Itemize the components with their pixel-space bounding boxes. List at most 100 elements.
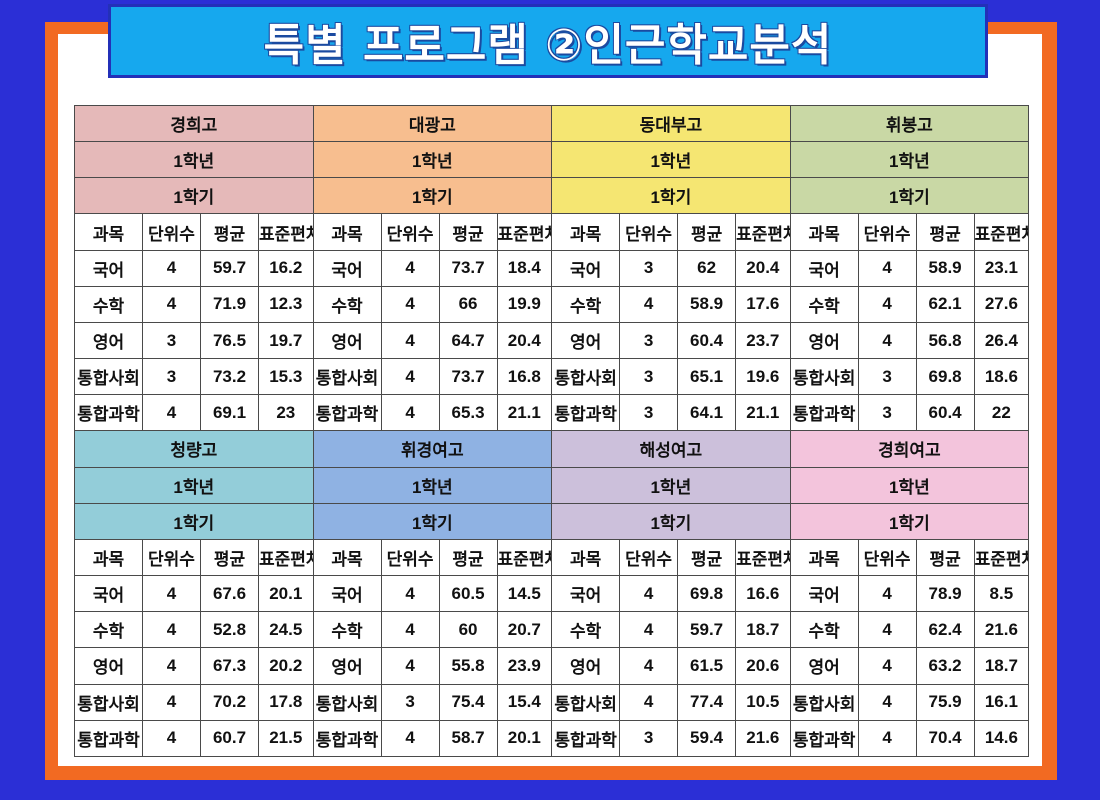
table-cell: 4	[380, 647, 440, 685]
column-header: 표준편차	[496, 538, 553, 577]
column-header: 단위수	[142, 213, 201, 251]
table-cell: 4	[142, 611, 201, 649]
table-row: 수학 4 71.9 12.3 수학 4 66 19.9 수학 4 58.9 17.6 수학 4 62.1 27…	[74, 285, 1030, 323]
table-cell: 19.9	[496, 285, 553, 323]
semester-label: 1학기	[74, 177, 314, 215]
table-cell: 수학	[74, 285, 143, 323]
school-name-row: 경희고 대광고 동대부고 휘봉고	[74, 104, 1030, 143]
table-cell: 수학	[312, 285, 382, 323]
school-name: 휘경여고	[312, 430, 553, 468]
table-row: 통합사회 4 70.2 17.8 통합사회 3 75.4 15.4 통합사회 4 77.4 10.5 통…	[74, 683, 1030, 721]
column-header-row: 과목단위수평균표준편차과목단위수평균표준편차과목단위수평균표준편차과목단위수평균…	[74, 213, 1030, 251]
semester-label: 1학기	[789, 177, 1030, 215]
table-cell: 27.6	[973, 285, 1030, 323]
table-cell: 73.7	[438, 249, 498, 287]
table-cell: 4	[380, 611, 440, 649]
table-cell: 75.4	[438, 683, 498, 721]
table-cell: 4	[380, 285, 440, 323]
table-cell: 21.6	[973, 611, 1030, 649]
school-name: 경희여고	[789, 430, 1030, 468]
column-header: 표준편차	[258, 538, 314, 577]
table-cell: 64.1	[677, 394, 737, 432]
grade-label: 1학년	[74, 141, 314, 179]
table-cell: 63.2	[915, 647, 975, 685]
table-cell: 73.2	[200, 358, 259, 396]
table-cell: 23.7	[735, 321, 791, 360]
table-cell: 4	[619, 647, 679, 685]
table-cell: 60.5	[438, 575, 498, 613]
column-header: 평균	[915, 213, 975, 251]
table-cell: 59.7	[200, 249, 259, 287]
column-header: 평균	[677, 213, 737, 251]
table-cell: 4	[857, 683, 917, 721]
table-cell: 3	[857, 394, 917, 432]
table-cell: 4	[857, 575, 917, 613]
table-cell: 3	[619, 321, 679, 360]
column-header: 단위수	[619, 538, 679, 577]
table-cell: 20.2	[258, 647, 314, 685]
table-row: 영어 4 67.3 20.2 영어 4 55.8 23.9 영어 4 61.5 20.6 영어 4 63.2…	[74, 647, 1030, 685]
table-cell: 3	[857, 358, 917, 396]
column-header: 표준편차	[973, 538, 1030, 577]
table-cell: 4	[380, 719, 440, 758]
table-cell: 8.5	[973, 575, 1030, 613]
table-cell: 국어	[74, 249, 143, 287]
table-cell: 국어	[551, 249, 621, 287]
school-name: 경희고	[74, 104, 314, 143]
column-header: 표준편차	[735, 538, 791, 577]
table-cell: 21.6	[735, 719, 791, 758]
table-cell: 21.5	[258, 719, 314, 758]
table-cell: 통합과학	[551, 719, 621, 758]
table-cell: 통합과학	[551, 394, 621, 432]
column-header: 평균	[915, 538, 975, 577]
table-cell: 76.5	[200, 321, 259, 360]
table-cell: 60.4	[677, 321, 737, 360]
grade-row: 1학년 1학년 1학년 1학년	[74, 141, 1030, 179]
table-cell: 70.2	[200, 683, 259, 721]
table-cell: 3	[380, 683, 440, 721]
column-header: 표준편차	[973, 213, 1030, 251]
table-cell: 4	[380, 321, 440, 360]
school-name: 휘봉고	[789, 104, 1030, 143]
table-cell: 4	[142, 249, 201, 287]
column-header: 단위수	[857, 538, 917, 577]
table-cell: 20.1	[496, 719, 553, 758]
column-header: 과목	[551, 538, 621, 577]
table-cell: 3	[142, 321, 201, 360]
column-header: 과목	[74, 538, 143, 577]
table-cell: 수학	[551, 285, 621, 323]
table-cell: 통합과학	[312, 719, 382, 758]
table-cell: 20.4	[496, 321, 553, 360]
table-cell: 24.5	[258, 611, 314, 649]
table-cell: 16.2	[258, 249, 314, 287]
table-cell: 15.3	[258, 358, 314, 396]
table-cell: 영어	[74, 647, 143, 685]
grade-label: 1학년	[551, 466, 791, 504]
table-cell: 18.6	[973, 358, 1030, 396]
table-cell: 14.5	[496, 575, 553, 613]
table-cell: 77.4	[677, 683, 737, 721]
school-name: 청량고	[74, 430, 314, 468]
table-cell: 71.9	[200, 285, 259, 323]
school-name: 대광고	[312, 104, 553, 143]
table-cell: 통합과학	[789, 719, 859, 758]
table-cell: 73.7	[438, 358, 498, 396]
table-cell: 3	[619, 719, 679, 758]
column-header: 과목	[551, 213, 621, 251]
semester-row: 1학기 1학기 1학기 1학기	[74, 502, 1030, 540]
table-cell: 23	[258, 394, 314, 432]
table-cell: 통합사회	[74, 358, 143, 396]
table-cell: 국어	[551, 575, 621, 613]
table-cell: 21.1	[496, 394, 553, 432]
table-cell: 10.5	[735, 683, 791, 721]
table-cell: 66	[438, 285, 498, 323]
table-cell: 60	[438, 611, 498, 649]
table-cell: 20.1	[258, 575, 314, 613]
table-cell: 69.8	[677, 575, 737, 613]
table-cell: 4	[142, 575, 201, 613]
table-cell: 4	[857, 321, 917, 360]
table-cell: 4	[619, 575, 679, 613]
table-row: 국어 4 67.6 20.1 국어 4 60.5 14.5 국어 4 69.8 16.6 국어 4 78.9…	[74, 575, 1030, 613]
semester-label: 1학기	[312, 177, 553, 215]
table-cell: 62.4	[915, 611, 975, 649]
